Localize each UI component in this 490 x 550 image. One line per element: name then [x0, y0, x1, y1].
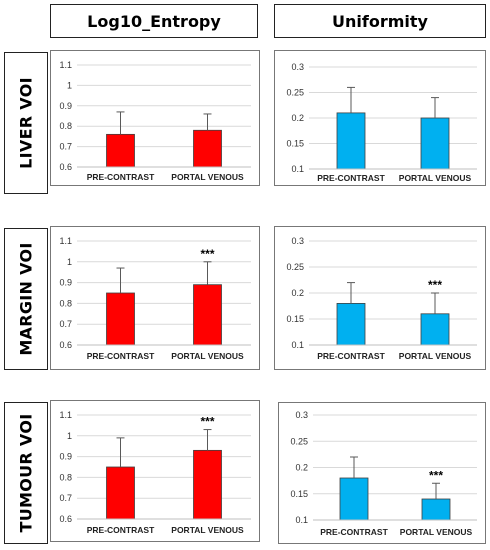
tumour-entropy-ytick-label: 1.1 — [59, 410, 72, 420]
liver-entropy-bar — [193, 129, 222, 168]
row-label-margin-text: MARGIN VOI — [16, 242, 36, 356]
margin-entropy-bar — [106, 292, 135, 346]
tumour-uniformity-ytick-label: 0.25 — [290, 436, 308, 446]
tumour-entropy-ytick-label: 0.9 — [59, 452, 72, 462]
row-label-margin: MARGIN VOI — [4, 228, 48, 370]
tumour-entropy-category-label: PRE-CONTRAST — [87, 525, 155, 535]
liver-uniformity-ytick-label: 0.2 — [291, 113, 304, 123]
liver-uniformity-category-label: PRE-CONTRAST — [317, 173, 385, 183]
liver-uniformity-bar — [420, 117, 450, 170]
tumour-uniformity-significance-label: *** — [429, 468, 443, 482]
tumour-entropy-ytick-label: 0.7 — [59, 493, 72, 503]
tumour-entropy-category-label: PORTAL VENOUS — [171, 525, 244, 535]
margin-entropy-bar — [193, 284, 222, 346]
margin-uniformity-bar — [336, 303, 366, 346]
row-label-tumour: TUMOUR VOI — [4, 402, 48, 544]
chart-margin-uniformity: 0.1 0.15 0.2 0.25 0.3 PRE-CONTRAST *** PORTAL V… — [274, 226, 486, 370]
liver-uniformity-ytick-label: 0.15 — [286, 139, 304, 149]
column-header-uniformity: Uniformity — [274, 4, 486, 38]
liver-entropy-ytick-label: 1.1 — [59, 60, 72, 70]
margin-uniformity-category-label: PORTAL VENOUS — [399, 351, 472, 361]
tumour-uniformity-ytick-label: 0.2 — [295, 463, 308, 473]
tumour-uniformity-category-label: PORTAL VENOUS — [400, 527, 473, 537]
margin-entropy-ytick-label: 1.1 — [59, 236, 72, 246]
margin-uniformity-ytick-label: 0.3 — [291, 236, 304, 246]
column-header-entropy: Log10_Entropy — [50, 4, 258, 38]
liver-entropy-bar — [106, 133, 135, 168]
tumour-entropy-significance-label: *** — [200, 415, 214, 429]
liver-entropy-category-label: PRE-CONTRAST — [87, 172, 155, 182]
liver-entropy-ytick-label: 0.8 — [59, 121, 72, 131]
tumour-uniformity-category-label: PRE-CONTRAST — [320, 527, 388, 537]
chart-tumour-uniformity-svg: 0.1 0.15 0.2 0.25 0.3 PRE-CONTRAST *** PORTAL V… — [290, 410, 477, 537]
margin-entropy-significance-label: *** — [200, 247, 214, 261]
margin-uniformity-ytick-label: 0.15 — [286, 314, 304, 324]
liver-entropy-ytick-label: 0.6 — [59, 162, 72, 172]
column-header-entropy-label: Log10_Entropy — [87, 11, 221, 31]
margin-uniformity-ytick-label: 0.25 — [286, 262, 304, 272]
margin-entropy-ytick-label: 1 — [67, 257, 72, 267]
chart-liver-entropy-svg: 0.6 0.7 0.8 0.9 1 1.1 PRE-CONTRAST PORTAL VENOU… — [59, 60, 251, 182]
margin-uniformity-bar — [420, 313, 450, 346]
row-label-liver: LIVER VOI — [4, 52, 48, 194]
tumour-uniformity-ytick-label: 0.3 — [295, 410, 308, 420]
margin-entropy-ytick-label: 0.6 — [59, 340, 72, 350]
margin-uniformity-category-label: PRE-CONTRAST — [317, 351, 385, 361]
liver-entropy-ytick-label: 0.9 — [59, 101, 72, 111]
liver-uniformity-ytick-label: 0.3 — [291, 62, 304, 72]
margin-uniformity-ytick-label: 0.2 — [291, 288, 304, 298]
tumour-entropy-ytick-label: 0.6 — [59, 514, 72, 524]
tumour-entropy-bar — [193, 449, 222, 520]
chart-tumour-entropy: 0.6 0.7 0.8 0.9 1 1.1 PRE-CONTRAST *** PORTAL VE… — [50, 400, 260, 542]
margin-uniformity-significance-label: *** — [428, 278, 442, 292]
liver-uniformity-bar — [336, 112, 366, 170]
row-label-liver-text: LIVER VOI — [16, 77, 36, 169]
liver-entropy-ytick-label: 1 — [67, 80, 72, 90]
liver-uniformity-ytick-label: 0.25 — [286, 88, 304, 98]
chart-margin-entropy: 0.6 0.7 0.8 0.9 1 1.1 PRE-CONTRAST *** PORTAL VE… — [50, 226, 260, 370]
liver-uniformity-ytick-label: 0.1 — [291, 164, 304, 174]
margin-entropy-category-label: PRE-CONTRAST — [87, 351, 155, 361]
margin-entropy-ytick-label: 0.9 — [59, 278, 72, 288]
liver-entropy-ytick-label: 0.7 — [59, 142, 72, 152]
tumour-uniformity-ytick-label: 0.15 — [290, 489, 308, 499]
tumour-entropy-ytick-label: 0.8 — [59, 472, 72, 482]
chart-margin-uniformity-svg: 0.1 0.15 0.2 0.25 0.3 PRE-CONTRAST *** PORTAL V… — [286, 236, 477, 361]
margin-entropy-ytick-label: 0.8 — [59, 298, 72, 308]
tumour-uniformity-bar — [421, 498, 451, 521]
chart-tumour-entropy-svg: 0.6 0.7 0.8 0.9 1 1.1 PRE-CONTRAST *** PORTAL VE… — [59, 410, 251, 535]
tumour-uniformity-ytick-label: 0.1 — [295, 515, 308, 525]
tumour-uniformity-bar — [339, 477, 369, 521]
row-label-tumour-text: TUMOUR VOI — [16, 413, 36, 533]
chart-tumour-uniformity: 0.1 0.15 0.2 0.25 0.3 PRE-CONTRAST *** PORTAL V… — [278, 402, 486, 544]
margin-entropy-category-label: PORTAL VENOUS — [171, 351, 244, 361]
margin-uniformity-ytick-label: 0.1 — [291, 340, 304, 350]
margin-entropy-ytick-label: 0.7 — [59, 319, 72, 329]
liver-uniformity-category-label: PORTAL VENOUS — [399, 173, 472, 183]
column-header-uniformity-label: Uniformity — [332, 11, 428, 31]
chart-liver-entropy: 0.6 0.7 0.8 0.9 1 1.1 PRE-CONTRAST PORTAL VENOU… — [50, 50, 260, 186]
liver-entropy-category-label: PORTAL VENOUS — [171, 172, 244, 182]
tumour-entropy-bar — [106, 466, 135, 520]
tumour-entropy-ytick-label: 1 — [67, 431, 72, 441]
chart-margin-entropy-svg: 0.6 0.7 0.8 0.9 1 1.1 PRE-CONTRAST *** PORTAL VE… — [59, 236, 251, 361]
chart-liver-uniformity: 0.1 0.15 0.2 0.25 0.3 PRE-CONTRAST PORTAL VENO… — [274, 50, 486, 186]
chart-liver-uniformity-svg: 0.1 0.15 0.2 0.25 0.3 PRE-CONTRAST PORTAL VENO… — [286, 62, 477, 183]
